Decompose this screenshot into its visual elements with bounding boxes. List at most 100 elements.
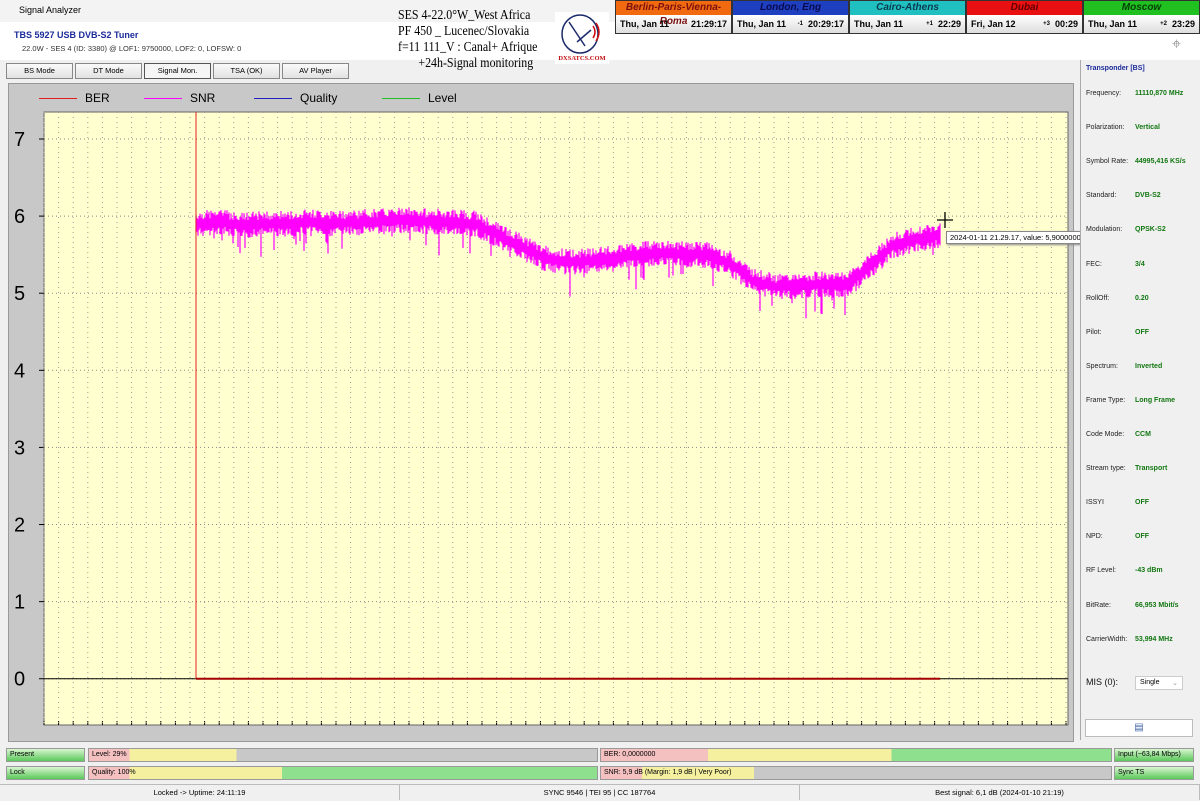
row-value: 53,994 MHz <box>1135 635 1173 643</box>
clock-date: Thu, Jan 11 <box>1088 19 1138 29</box>
clock-0: Berlin-Paris-Vienna-Roma Thu, Jan 11 21:29… <box>615 0 732 34</box>
caption-line: SES 4-22.0°W_West Africa <box>398 8 531 23</box>
lock-indicator: Lock <box>6 766 85 780</box>
clock-offset: +2 <box>1160 21 1167 27</box>
row-value: OFF <box>1135 499 1149 507</box>
tab-dt-mode[interactable]: DT Mode <box>75 63 142 79</box>
row-label: CarrierWidth: <box>1086 635 1128 643</box>
clock-2: Cairo-Athens Thu, Jan 11 +1 22:29 <box>849 0 966 34</box>
row-label: Symbol Rate: <box>1086 158 1129 166</box>
mis-label: MIS (0): <box>1086 677 1119 687</box>
status-uptime: Locked -> Uptime: 24:11:19 <box>0 785 400 800</box>
legend-snr[interactable]: SNR <box>144 91 215 105</box>
ber-bar: BER: 0,0000000 <box>600 748 1112 762</box>
legend-swatch <box>254 97 292 99</box>
tuner-name: TBS 5927 USB DVB-S2 Tuner <box>14 30 139 40</box>
legend-label: BER <box>85 91 110 105</box>
clock-date: Thu, Jan 11 <box>737 19 787 29</box>
legend-swatch <box>382 97 420 99</box>
transponder-row: NPD: OFF <box>1086 533 1200 540</box>
row-value: Vertical <box>1135 124 1160 132</box>
row-label: NPD: <box>1086 533 1103 541</box>
clock-offset: +3 <box>1043 21 1050 27</box>
sync-indicator: Sync TS <box>1114 766 1194 780</box>
transponder-row: CarrierWidth: 53,994 MHz <box>1086 636 1200 643</box>
mis-select[interactable]: Single ⌄ <box>1135 676 1183 690</box>
y-tick-label: 6 <box>14 206 25 228</box>
crosshair-cursor <box>937 212 953 228</box>
row-label: Standard: <box>1086 192 1117 200</box>
clock-city: Moscow <box>1084 1 1199 15</box>
legend-label: SNR <box>190 91 216 105</box>
mode-tabs: BS Mode DT Mode Signal Mon. TSA (OK) AV Play… <box>6 63 351 79</box>
row-value: OFF <box>1135 533 1149 541</box>
row-value: Long Frame <box>1135 396 1176 404</box>
legend-swatch <box>39 97 77 99</box>
world-clocks: Berlin-Paris-Vienna-Roma Thu, Jan 11 21:29… <box>615 0 1200 34</box>
row-value: Inverted <box>1135 362 1163 370</box>
tab-av-player[interactable]: AV Player <box>282 63 349 79</box>
row-label: Modulation: <box>1086 226 1123 234</box>
row-label: Pilot: <box>1086 328 1102 336</box>
tab-tsa-ok-[interactable]: TSA (OK) <box>213 63 280 79</box>
legend-ber[interactable]: BER <box>39 91 110 105</box>
row-value: 3/4 <box>1135 260 1145 268</box>
row-label: RollOff: <box>1086 294 1110 302</box>
legend-label: Quality <box>300 91 338 105</box>
transponder-row: ISSYI OFF <box>1086 499 1200 506</box>
clock-time-row: Thu, Jan 11 +1 22:29 <box>850 15 965 33</box>
row-value: OFF <box>1135 328 1149 336</box>
row-label: Code Mode: <box>1086 431 1125 438</box>
tab-signal-mon-[interactable]: Signal Mon. <box>144 63 211 79</box>
transponder-row: Spectrum: Inverted <box>1086 363 1200 370</box>
row-value: DVB-S2 <box>1135 192 1161 200</box>
transponder-row: Code Mode: CCM <box>1086 431 1200 438</box>
row-label: Frequency: <box>1086 90 1122 97</box>
legend-label: Level <box>428 91 457 105</box>
clock-offset: -1 <box>797 21 803 27</box>
y-tick-label: 2 <box>14 515 25 537</box>
transponder-row: Stream type: Transport <box>1086 465 1200 472</box>
clock-time: 00:29 <box>1054 19 1078 29</box>
caption-line: f=11 111_V : Canal+ Afrique <box>398 40 538 55</box>
transponder-row: Polarization: Vertical <box>1086 124 1200 131</box>
caption-line: +24h-Signal monitoring <box>418 56 534 71</box>
transponder-row: Symbol Rate: 44995,416 KS/s <box>1086 158 1200 165</box>
overlay-caption: SES 4-22.0°W_West Africa PF 450 _ Lucene… <box>398 8 537 72</box>
legend-swatch <box>144 97 182 99</box>
row-label: BitRate: <box>1086 601 1111 609</box>
window-title: Signal Analyzer <box>19 5 82 15</box>
legend-level[interactable]: Level <box>382 91 457 105</box>
y-tick-label: 5 <box>14 283 25 305</box>
y-tick-label: 0 <box>14 669 25 691</box>
row-value: 0.20 <box>1135 294 1149 302</box>
clock-4: Moscow Thu, Jan 11 +2 23:29 <box>1083 0 1200 34</box>
tab-bs-mode[interactable]: BS Mode <box>6 63 73 79</box>
clock-3: Dubai Fri, Jan 12 +3 00:29 <box>966 0 1083 34</box>
clock-date: Fri, Jan 12 <box>971 19 1016 29</box>
row-value: 44995,416 KS/s <box>1135 158 1186 166</box>
window-icon: ▤ <box>1134 722 1144 733</box>
chart-plot[interactable]: 0 1 2 3 4 5 6 7 <box>0 0 1080 745</box>
y-tick-label: 7 <box>14 129 25 151</box>
legend-quality[interactable]: Quality <box>254 91 337 105</box>
row-value: 66,953 Mbit/s <box>1135 601 1179 609</box>
mis-value: Single <box>1140 679 1160 686</box>
row-label: ISSYI <box>1086 499 1104 507</box>
dxsatcs-logo: DXSATCS.COM <box>555 12 609 64</box>
transponder-row: BitRate: 66,953 Mbit/s <box>1086 602 1200 609</box>
panel-toggle-button[interactable]: ▤ <box>1085 719 1193 737</box>
clock-time: 23:29 <box>1171 19 1195 29</box>
level-bar: Level: 29% <box>88 748 598 762</box>
present-indicator: Present <box>6 748 85 762</box>
row-label: Spectrum: <box>1086 362 1118 370</box>
transponder-row: RollOff: 0.20 <box>1086 295 1200 302</box>
clock-time-row: Thu, Jan 11 +2 23:29 <box>1084 15 1199 33</box>
transponder-row: Modulation: QPSK-S2 <box>1086 226 1200 233</box>
status-sync: SYNC 9546 | TEI 95 | CC 187764 <box>400 785 800 800</box>
status-bar: Locked -> Uptime: 24:11:19 SYNC 9546 | T… <box>0 784 1200 800</box>
caption-line: PF 450 _ Lucenec/Slovakia <box>398 24 530 39</box>
clock-time: 22:29 <box>937 19 961 29</box>
clock-time-row: Thu, Jan 11 -1 20:29:17 <box>733 15 848 33</box>
transponder-row: Pilot: OFF <box>1086 329 1200 336</box>
